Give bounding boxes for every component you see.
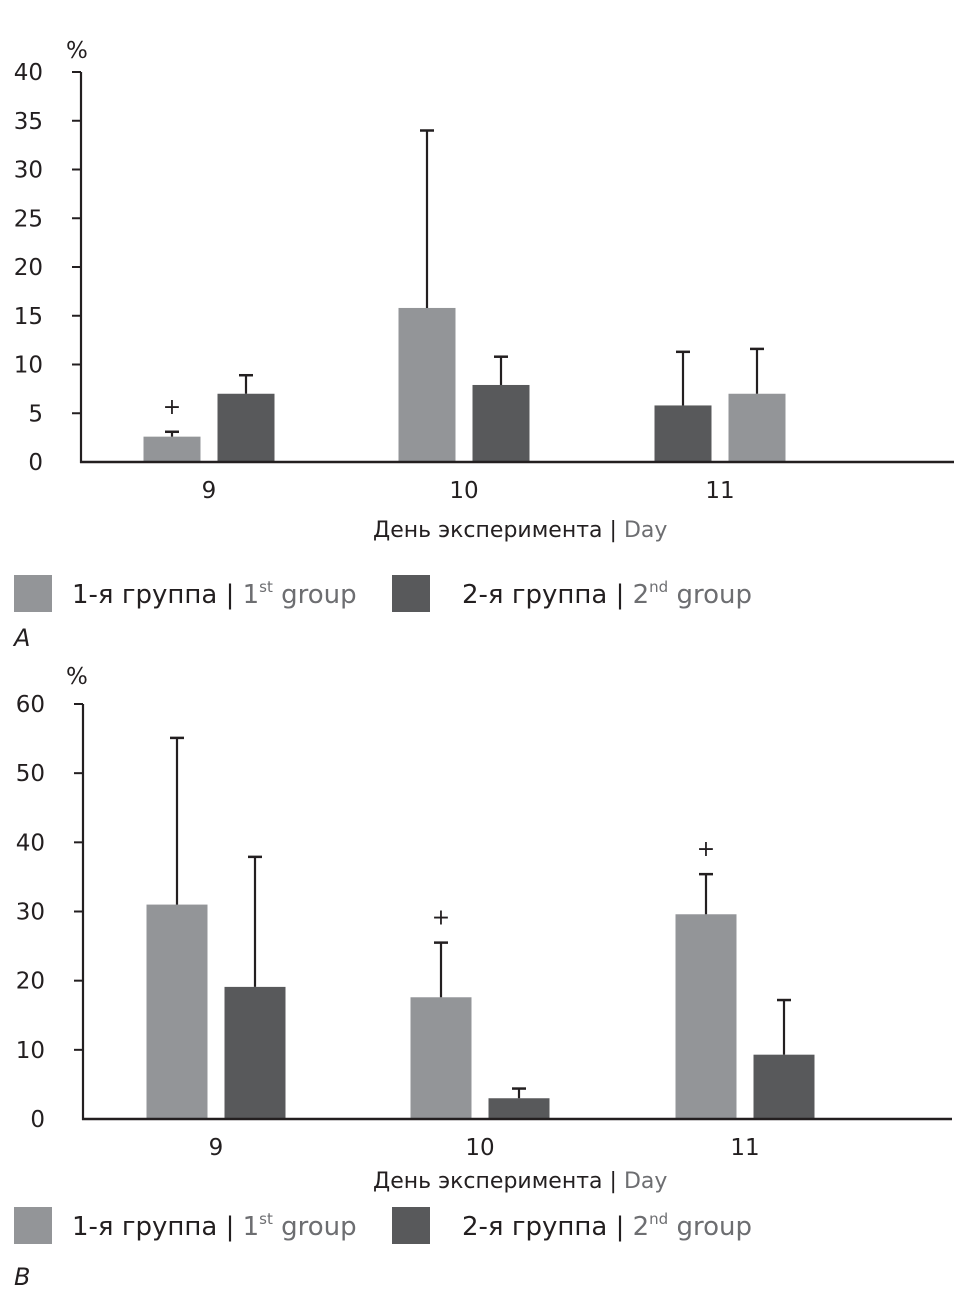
legend-en-word: group [273, 580, 357, 610]
legend-en-num: 2 [633, 1212, 650, 1242]
bar-group1-day-11 [728, 393, 786, 462]
legend-swatch-group2 [392, 1207, 430, 1244]
panel-label-b: B [14, 1263, 30, 1291]
bars: ++ [146, 736, 815, 1119]
y-unit-label: % [66, 664, 88, 690]
axes [79, 72, 954, 464]
y-axis-ticks: 0 10 20 30 40 50 60 [16, 692, 83, 1133]
bar-group2-day-9 [224, 986, 286, 1119]
legend-en-word: group [668, 580, 752, 610]
legend-en-sup: nd [649, 578, 668, 596]
y-tick-label: 10 [16, 1038, 45, 1064]
legend-en-sup: st [259, 1210, 273, 1228]
bar-group1-day-11 [675, 914, 737, 1119]
x-axis-ticks: 9 10 11 [202, 478, 735, 504]
x-axis-label-en: Day [624, 518, 667, 543]
bar-group1-day-9 [143, 436, 201, 462]
y-tick-label: 25 [14, 206, 43, 232]
legend-sep: | [607, 580, 632, 610]
legend-item-group2: 2-я группа | 2nd group [462, 578, 752, 610]
legend-item-group1: 1-я группа | 1st group [72, 578, 357, 610]
x-axis-label: День эксперимента | Day [373, 518, 667, 543]
axes [81, 704, 952, 1121]
significance-marker: + [697, 837, 715, 862]
legend-item-group2: 2-я группа | 2nd group [462, 1210, 752, 1242]
legend-swatch-group1 [14, 575, 52, 612]
y-tick-label: 60 [16, 692, 45, 718]
legend-sep: | [217, 580, 242, 610]
x-axis-label: День эксперимента | Day [373, 1169, 667, 1194]
significance-marker: + [432, 906, 450, 931]
x-tick-label: 9 [209, 1135, 224, 1161]
y-tick-label: 35 [14, 109, 43, 135]
y-axis-ticks: 0 5 10 15 20 25 30 35 40 [14, 60, 81, 476]
bar-group2-day-10 [488, 1098, 550, 1119]
y-tick-label: 40 [14, 60, 43, 86]
chart-panel-a: % 0 5 10 15 20 25 30 35 40 + 9 10 11 День эксперим… [12, 38, 954, 652]
y-tick-label: 10 [14, 353, 43, 379]
legend-en-word: group [273, 1212, 357, 1242]
x-tick-label: 11 [705, 478, 734, 504]
legend-en-num: 2 [633, 580, 650, 610]
bar-group1-day-10 [410, 997, 472, 1119]
legend-ru: 2-я группа [462, 580, 607, 610]
x-axis-label-ru: День эксперимента [373, 1169, 603, 1194]
bar-group1-day-9 [146, 904, 208, 1119]
legend-en-word: group [668, 1212, 752, 1242]
bar-group2-day-11 [654, 405, 712, 462]
legend-ru: 2-я группа [462, 1212, 607, 1242]
bar-group2-day-10 [472, 384, 530, 462]
y-unit-label: % [66, 38, 88, 64]
x-axis-label-ru: День эксперимента [373, 518, 603, 543]
legend-en-sup: st [259, 578, 273, 596]
y-tick-label: 0 [28, 450, 43, 476]
bars: + [143, 129, 786, 462]
legend-sep: | [217, 1212, 242, 1242]
legend-ru: 1-я группа [72, 1212, 217, 1242]
legend: 1-я группа | 1st group 2-я группа | 2nd … [14, 575, 752, 612]
bar-group2-day-11 [753, 1054, 815, 1119]
x-tick-label: 10 [449, 478, 478, 504]
y-tick-label: 0 [30, 1107, 45, 1133]
legend-item-group1: 1-я группа | 1st group [72, 1210, 357, 1242]
y-tick-label: 40 [16, 830, 45, 856]
y-tick-label: 30 [16, 900, 45, 926]
legend-swatch-group2 [392, 575, 430, 612]
panel-label-a: A [12, 624, 30, 652]
y-tick-label: 5 [28, 401, 43, 427]
x-tick-label: 10 [465, 1135, 494, 1161]
y-tick-label: 30 [14, 158, 43, 184]
legend-ru: 1-я группа [72, 580, 217, 610]
x-axis-label-sep: | [603, 1169, 624, 1194]
x-tick-label: 9 [202, 478, 217, 504]
legend-sep: | [607, 1212, 632, 1242]
legend-en-num: 1 [243, 1212, 260, 1242]
y-tick-label: 20 [16, 969, 45, 995]
legend-en-num: 1 [243, 580, 260, 610]
legend-en-sup: nd [649, 1210, 668, 1228]
bar-group1-day-10 [398, 307, 456, 462]
x-tick-label: 11 [730, 1135, 759, 1161]
y-tick-label: 20 [14, 255, 43, 281]
legend: 1-я группа | 1st group 2-я группа | 2nd … [14, 1207, 752, 1244]
x-axis-label-sep: | [603, 518, 624, 543]
significance-marker: + [163, 395, 181, 420]
bar-group2-day-9 [217, 393, 275, 462]
y-tick-label: 15 [14, 304, 43, 330]
y-tick-label: 50 [16, 761, 45, 787]
x-axis-label-en: Day [624, 1169, 667, 1194]
x-axis-ticks: 9 10 11 [209, 1135, 760, 1161]
legend-swatch-group1 [14, 1207, 52, 1244]
